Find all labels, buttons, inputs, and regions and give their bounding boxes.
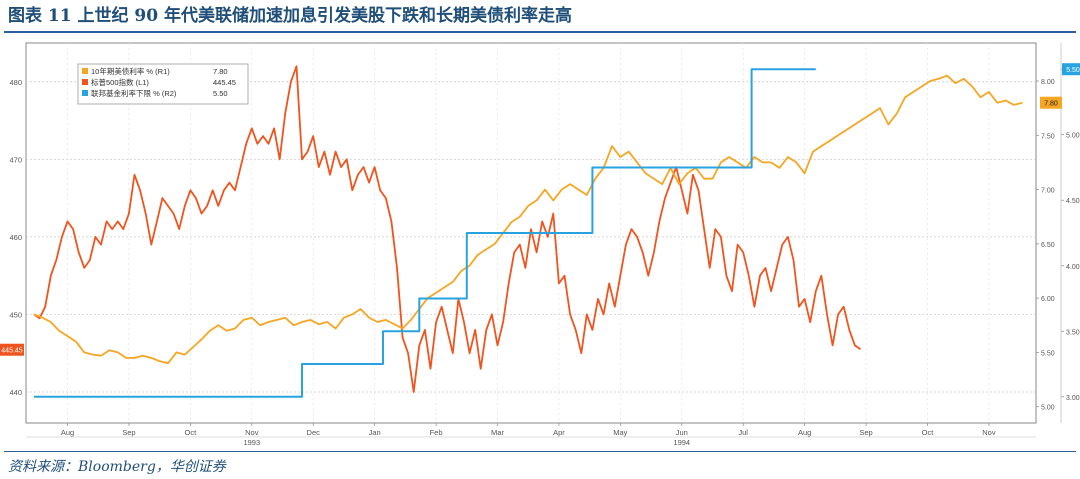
- bottom-rule: [4, 451, 1076, 452]
- right-outer-tick-label: 7.50: [1041, 133, 1055, 140]
- left-tick-label: 470: [9, 155, 22, 164]
- r2-value-flag: [1062, 63, 1080, 76]
- legend-value: 445.45: [213, 78, 236, 87]
- year-label-1994: 1994: [673, 438, 690, 447]
- chart-svg: 440 450 460 470 480 8.00 7.50 7.00 6.50 6.00 5.50 5…: [0, 42, 1080, 447]
- right-inner-tick-label: 4.00: [1066, 264, 1080, 271]
- x-tick-label: Nov: [982, 428, 996, 437]
- left-tick-label: 450: [9, 310, 22, 319]
- legend-swatch: [82, 68, 88, 74]
- x-tick-label: Oct: [185, 428, 198, 437]
- legend-value: 5.50: [213, 89, 228, 98]
- r1-value-flag-label: 7.80: [1044, 101, 1058, 108]
- x-tick-label: Apr: [553, 428, 565, 437]
- legend-swatch: [82, 79, 88, 85]
- right-outer-tick-label: 7.00: [1041, 188, 1055, 195]
- right-outer-tick-label: 6.00: [1041, 296, 1055, 303]
- legend-label: 10年期美债利率 % (R1): [91, 66, 170, 76]
- left-value-flag-label: 445.45: [1, 348, 23, 355]
- x-tick-label: Sep: [122, 428, 135, 437]
- legend-value: 7.80: [213, 67, 228, 76]
- left-tick-label: 460: [9, 233, 22, 242]
- x-tick-label: Jun: [676, 428, 688, 437]
- right-outer-tick-label: 5.50: [1041, 350, 1055, 357]
- x-tick-label: Dec: [307, 428, 321, 437]
- right-outer-tick-label: 5.00: [1041, 405, 1055, 412]
- x-tick-label: May: [613, 428, 627, 437]
- x-tick-label: Feb: [430, 428, 443, 437]
- legend-label: 联邦基金利率下限 % (R2): [91, 88, 177, 98]
- left-tick-label: 480: [9, 78, 22, 87]
- x-tick-label: Oct: [922, 428, 935, 437]
- x-tick-label: Jan: [369, 428, 381, 437]
- r1-value-flag: [1040, 96, 1062, 109]
- series-line-l1: [33, 65, 862, 393]
- source-note: 资料来源：Bloomberg，华创证券: [8, 459, 226, 475]
- x-tick-label: Jul: [738, 428, 748, 437]
- left-tick-label: 440: [9, 388, 22, 397]
- series-line-r2: [34, 68, 816, 398]
- r2-value-flag-label: 5.50: [1066, 67, 1080, 74]
- figure-title: 图表 11 上世纪 90 年代美联储加速加息引发美股下跌和长期美债利率走高: [8, 6, 572, 26]
- x-tick-label: Aug: [798, 428, 811, 437]
- x-tick-label: Aug: [61, 428, 74, 437]
- year-label-1993: 1993: [243, 438, 260, 447]
- right-outer-tick-label: 8.00: [1041, 79, 1055, 86]
- right-inner-tick-label: 3.50: [1066, 329, 1080, 336]
- x-tick-label: Mar: [491, 428, 504, 437]
- series-line-r1: [33, 74, 1023, 365]
- title-rule: [4, 31, 1076, 33]
- right-inner-tick-label: 4.50: [1066, 198, 1080, 205]
- legend-swatch: [82, 90, 88, 96]
- x-tick-label: Sep: [859, 428, 872, 437]
- left-value-flag: [0, 343, 24, 356]
- x-tick-label: Nov: [245, 428, 259, 437]
- right-inner-tick-label: 5.00: [1066, 133, 1080, 140]
- legend-label: 标普500指数 (L1): [91, 77, 149, 87]
- right-inner-tick-label: 3.00: [1066, 395, 1080, 402]
- right-outer-tick-label: 6.50: [1041, 242, 1055, 249]
- chart-area: 440 450 460 470 480 8.00 7.50 7.00 6.50 6.00 5.50 5…: [0, 35, 1080, 450]
- legend-box: [77, 63, 249, 105]
